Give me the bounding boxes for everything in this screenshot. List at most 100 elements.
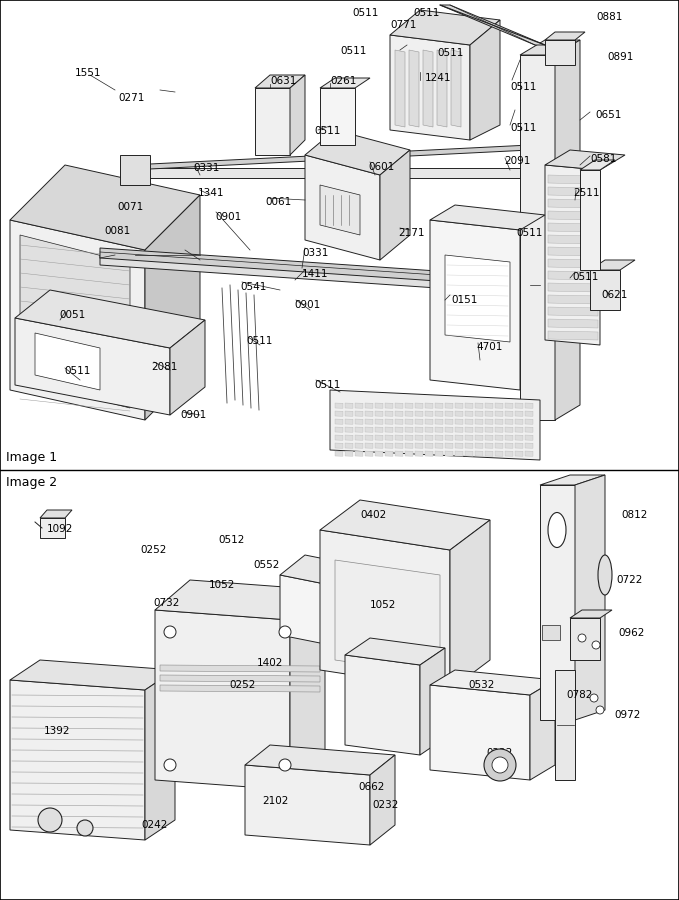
Polygon shape <box>255 75 305 88</box>
Text: 0881: 0881 <box>596 12 623 22</box>
Polygon shape <box>455 419 463 424</box>
Polygon shape <box>335 560 440 675</box>
Polygon shape <box>145 195 200 420</box>
Polygon shape <box>405 443 413 448</box>
Polygon shape <box>455 427 463 432</box>
Polygon shape <box>375 419 383 424</box>
Polygon shape <box>515 403 523 409</box>
Polygon shape <box>10 660 175 690</box>
Circle shape <box>596 706 604 714</box>
Polygon shape <box>425 419 433 424</box>
Circle shape <box>164 759 176 771</box>
Polygon shape <box>495 443 503 448</box>
Text: 0581: 0581 <box>590 154 617 164</box>
Polygon shape <box>365 411 373 416</box>
Polygon shape <box>515 451 523 456</box>
Polygon shape <box>395 403 403 409</box>
Polygon shape <box>465 451 473 456</box>
Polygon shape <box>120 155 150 185</box>
Polygon shape <box>335 411 343 416</box>
Polygon shape <box>505 411 513 416</box>
Circle shape <box>578 634 586 642</box>
Polygon shape <box>425 443 433 448</box>
Polygon shape <box>380 150 410 260</box>
Text: 0252: 0252 <box>140 545 166 555</box>
Text: 0771: 0771 <box>390 20 416 30</box>
Polygon shape <box>470 20 500 140</box>
Polygon shape <box>435 419 443 424</box>
Polygon shape <box>365 427 373 432</box>
Polygon shape <box>505 419 513 424</box>
Polygon shape <box>385 451 393 456</box>
Text: 0532: 0532 <box>468 680 494 690</box>
Polygon shape <box>365 443 373 448</box>
Polygon shape <box>485 451 493 456</box>
Polygon shape <box>305 130 410 175</box>
Polygon shape <box>505 427 513 432</box>
Polygon shape <box>395 427 403 432</box>
Polygon shape <box>170 320 205 415</box>
Polygon shape <box>590 260 635 270</box>
Text: 0061: 0061 <box>265 197 291 207</box>
Text: 0511: 0511 <box>413 8 439 18</box>
Polygon shape <box>395 435 403 440</box>
Polygon shape <box>330 390 540 460</box>
Text: 0151: 0151 <box>451 295 477 305</box>
Text: 0511: 0511 <box>510 82 536 92</box>
Polygon shape <box>445 427 453 432</box>
Text: 0901: 0901 <box>215 212 241 222</box>
Text: 0621: 0621 <box>601 290 627 300</box>
Text: 2081: 2081 <box>151 362 177 372</box>
Polygon shape <box>395 451 403 456</box>
Polygon shape <box>130 168 520 178</box>
Text: 0631: 0631 <box>270 76 296 86</box>
Text: 0512: 0512 <box>218 535 244 545</box>
Text: 2091: 2091 <box>504 156 530 166</box>
Text: 0552: 0552 <box>253 560 279 570</box>
Polygon shape <box>355 419 363 424</box>
Polygon shape <box>365 419 373 424</box>
Text: 0331: 0331 <box>302 248 329 258</box>
Polygon shape <box>437 50 447 127</box>
Polygon shape <box>375 411 383 416</box>
Polygon shape <box>430 205 545 230</box>
Polygon shape <box>375 427 383 432</box>
Polygon shape <box>155 610 290 790</box>
Polygon shape <box>290 75 305 155</box>
Text: 0261: 0261 <box>330 76 356 86</box>
Polygon shape <box>160 665 320 672</box>
Polygon shape <box>435 443 443 448</box>
Polygon shape <box>505 435 513 440</box>
Text: 0601: 0601 <box>368 162 394 172</box>
Text: 0812: 0812 <box>621 510 647 520</box>
Polygon shape <box>525 403 533 409</box>
Polygon shape <box>385 411 393 416</box>
Text: 0651: 0651 <box>595 110 621 120</box>
Polygon shape <box>505 403 513 409</box>
Polygon shape <box>455 403 463 409</box>
Polygon shape <box>485 403 493 409</box>
Polygon shape <box>345 419 353 424</box>
Polygon shape <box>455 451 463 456</box>
Polygon shape <box>440 5 545 45</box>
Polygon shape <box>548 259 598 268</box>
Text: 2171: 2171 <box>398 228 424 238</box>
Text: Image 1: Image 1 <box>6 451 57 464</box>
Polygon shape <box>475 419 483 424</box>
Polygon shape <box>355 451 363 456</box>
Polygon shape <box>475 435 483 440</box>
Polygon shape <box>515 419 523 424</box>
Text: 1341: 1341 <box>198 188 225 198</box>
Text: 0271: 0271 <box>118 93 145 103</box>
Polygon shape <box>405 451 413 456</box>
Polygon shape <box>405 419 413 424</box>
Text: 1052: 1052 <box>209 580 236 590</box>
Text: 2511: 2511 <box>573 188 600 198</box>
Polygon shape <box>375 435 383 440</box>
Polygon shape <box>445 435 453 440</box>
Polygon shape <box>545 150 625 170</box>
Polygon shape <box>405 427 413 432</box>
Polygon shape <box>335 403 343 409</box>
Polygon shape <box>505 443 513 448</box>
Polygon shape <box>155 580 325 620</box>
